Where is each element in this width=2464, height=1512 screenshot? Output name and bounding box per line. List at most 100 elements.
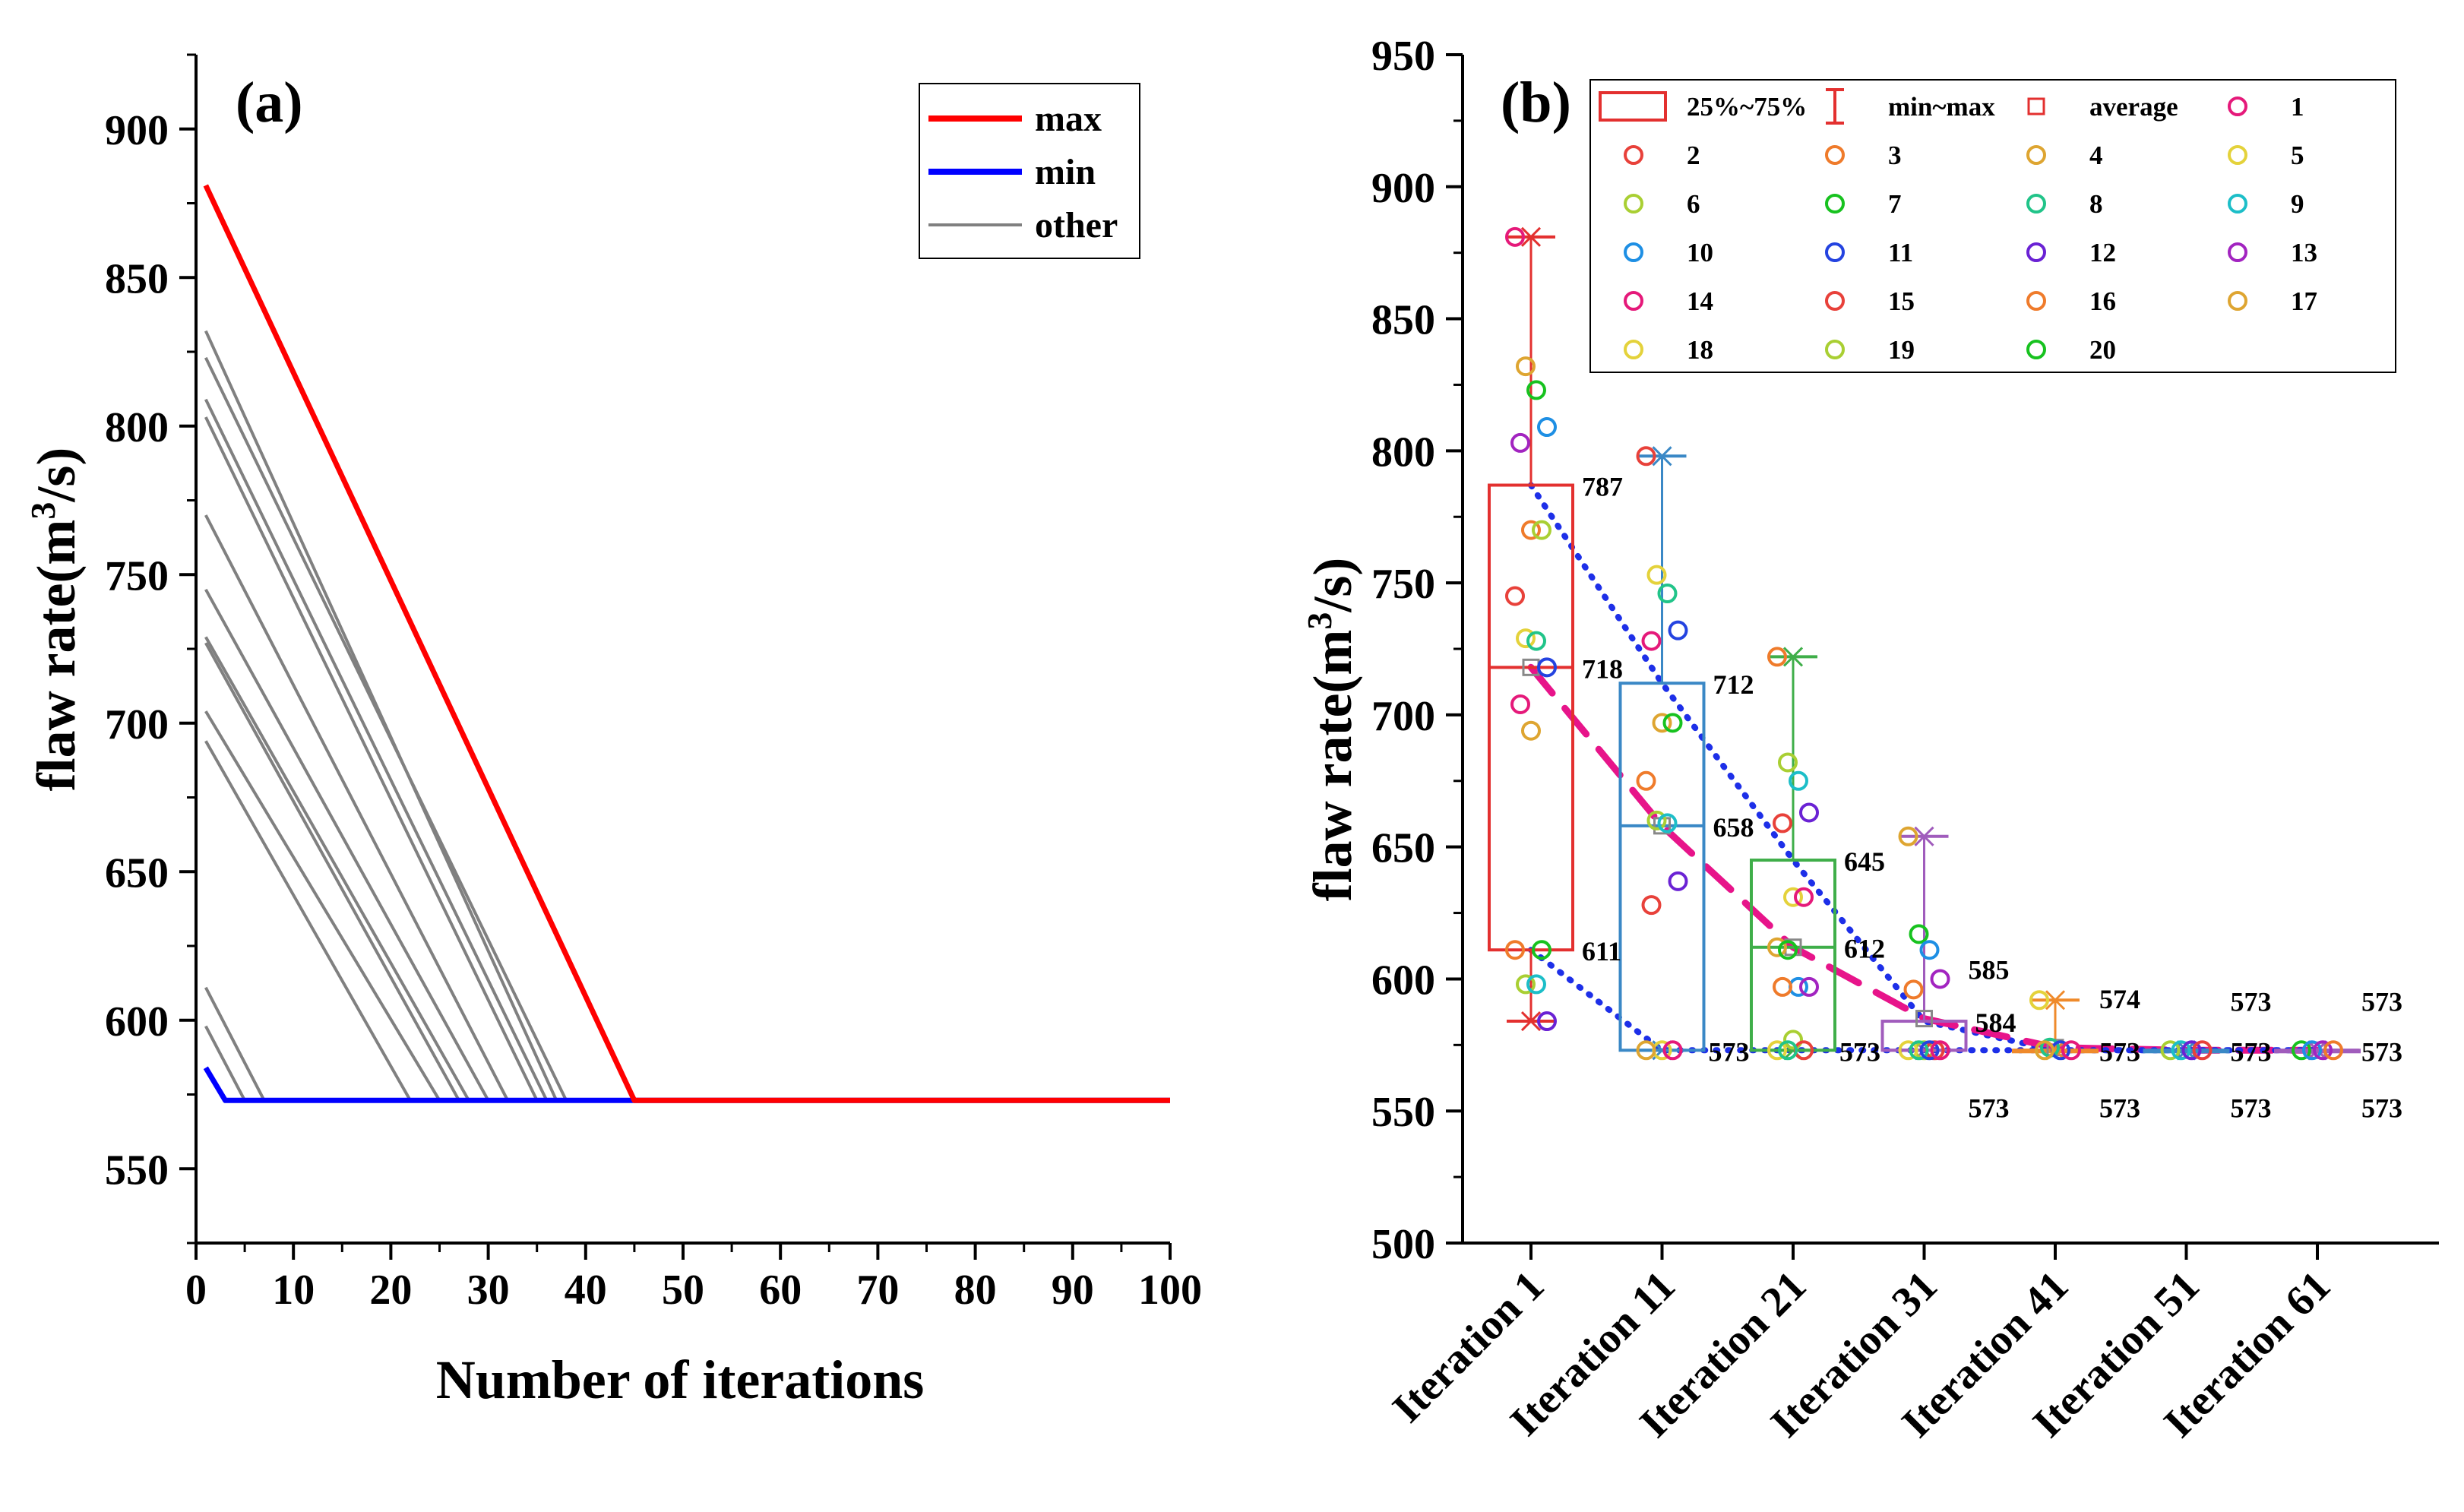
x-tick-label-a: 90 — [1052, 1267, 1094, 1314]
annotation-label: 718 — [1582, 653, 1623, 684]
data-point — [1516, 356, 1536, 377]
data-point — [1668, 620, 1688, 641]
max-cross-marker — [1520, 226, 1542, 247]
box-group-2 — [1750, 647, 1836, 1061]
legend-b: 25%~75% min~max average 12 3 4 56 7 8 910 11 12 1314… — [1589, 79, 2396, 373]
data-point — [1909, 924, 1929, 944]
legend-circle-swatch — [1624, 242, 1643, 262]
legend-item-6: 6 — [1687, 189, 1700, 219]
panel-a: 0 10 20 30 40 50 60 70 80 90 100 550 600 650 700 750 800… — [24, 53, 1202, 1410]
y-tick-label-a: 650 — [105, 849, 169, 897]
x-tick-label-a: 50 — [662, 1267, 704, 1314]
data-point — [1526, 974, 1546, 995]
box-group-0 — [1488, 226, 1574, 1032]
y-axis-title-a-main: flaw rate(m — [26, 520, 87, 792]
data-point — [2292, 1040, 2311, 1061]
legend-item-10: 10 — [1687, 238, 1713, 267]
x-tick-label-a: 20 — [369, 1267, 412, 1314]
annotation-label: 573 — [1839, 1036, 1880, 1067]
legend-item-5: 5 — [2291, 141, 2304, 170]
series-line-other-13 — [204, 1025, 1170, 1102]
panel-label-a: (a) — [236, 71, 303, 134]
max-cross-marker — [2045, 990, 2066, 1011]
legend-circle-swatch — [2228, 96, 2247, 116]
data-point — [2323, 1040, 2343, 1061]
annotation-label: 787 — [1582, 472, 1623, 502]
legend-circle-swatch — [2026, 242, 2046, 262]
legend-item-2: 2 — [1687, 141, 1700, 170]
x-tick-label-a: 0 — [185, 1267, 207, 1314]
y-tick-label-b: 850 — [1371, 297, 1435, 344]
y-tick-label-b: 650 — [1371, 825, 1435, 872]
annotation-label: 611 — [1582, 936, 1621, 966]
y-axis-title-b-main: flaw rate(m — [1302, 630, 1363, 902]
data-point — [2029, 990, 2049, 1011]
series-line-other-12 — [204, 986, 1170, 1102]
x-tick-label-a: 80 — [954, 1267, 997, 1314]
data-point — [1794, 887, 1814, 907]
legend-item-average: average — [2089, 92, 2178, 122]
annotation-label: 573 — [2231, 1036, 2272, 1067]
y-tick-label-b: 600 — [1371, 957, 1435, 1004]
data-point — [1668, 871, 1688, 891]
data-point — [1767, 937, 1787, 957]
x-tick-label-a: 10 — [272, 1267, 315, 1314]
series-line-other-6 — [204, 514, 1170, 1102]
x-tick-label-a: 60 — [759, 1267, 802, 1314]
data-point — [1919, 940, 1940, 960]
min-cross-marker — [1520, 1011, 1542, 1032]
legend-label-other: other — [1035, 205, 1118, 245]
data-point — [1510, 694, 1530, 714]
series-line-max-0 — [203, 184, 1170, 1103]
legend-a: max min other — [919, 83, 1140, 259]
x-tick-label-a: 100 — [1138, 1267, 1202, 1314]
legend-item-1: 1 — [2291, 92, 2304, 122]
annotation-label: 584 — [1975, 1007, 2016, 1038]
series-line-other-9 — [204, 642, 1170, 1102]
data-point — [1789, 770, 1808, 791]
y-axis-title-a-sup: 3 — [24, 502, 62, 520]
series-line-other-3 — [204, 356, 1170, 1102]
y-tick-label-a: 900 — [105, 107, 169, 154]
y-axis-title-b: flaw rate(m3/s) — [1300, 558, 1363, 902]
data-point — [1799, 976, 1819, 997]
data-point — [1773, 976, 1792, 997]
data-point — [1537, 657, 1557, 678]
y-tick-label-a: 850 — [105, 255, 169, 302]
data-point — [1909, 1040, 1929, 1061]
data-point — [2192, 1040, 2213, 1061]
y-tick-label-a: 700 — [105, 701, 169, 748]
y-tick-label-b: 950 — [1371, 33, 1435, 80]
legend-square-swatch — [2027, 97, 2045, 115]
legend-item-min~max: min~max — [1888, 92, 1995, 122]
data-point — [1930, 969, 1950, 989]
data-point — [1532, 940, 1551, 960]
legend-item-12: 12 — [2089, 238, 2116, 267]
box-iqr — [1618, 682, 1706, 1052]
annotations-b: 787 718 611 712 658 573 645 612 573 585 584 573 574 5… — [1582, 472, 2402, 1124]
y-tick-label-b: 900 — [1371, 165, 1435, 212]
legend-label-min: min — [1035, 152, 1096, 192]
legend-item-16: 16 — [2089, 286, 2116, 316]
legend-circle-swatch — [1624, 194, 1643, 214]
annotation-label: 645 — [1844, 846, 1885, 877]
legend-circle-swatch — [1825, 242, 1845, 262]
data-point — [1505, 940, 1525, 960]
scatter-points-b — [1505, 226, 2343, 1061]
legend-circle-swatch — [1624, 340, 1643, 359]
legend-circle-swatch — [1825, 291, 1845, 311]
x-tick-label-a: 40 — [565, 1267, 607, 1314]
data-point — [1537, 417, 1557, 438]
data-point — [1662, 1040, 1683, 1061]
data-point — [1636, 1040, 1656, 1061]
series-lines-a — [203, 184, 1170, 1103]
data-point — [1898, 826, 1918, 846]
panel-label-b: (b) — [1501, 71, 1571, 134]
data-point — [1521, 720, 1541, 741]
y-tick-label-b: 550 — [1371, 1089, 1435, 1136]
data-point — [1930, 1040, 1950, 1061]
legend-item-25%~75%: 25%~75% — [1687, 92, 1807, 122]
x-axis-title-a: Number of iterations — [436, 1349, 925, 1410]
y-axis-title-b-end: /s) — [1302, 558, 1363, 613]
